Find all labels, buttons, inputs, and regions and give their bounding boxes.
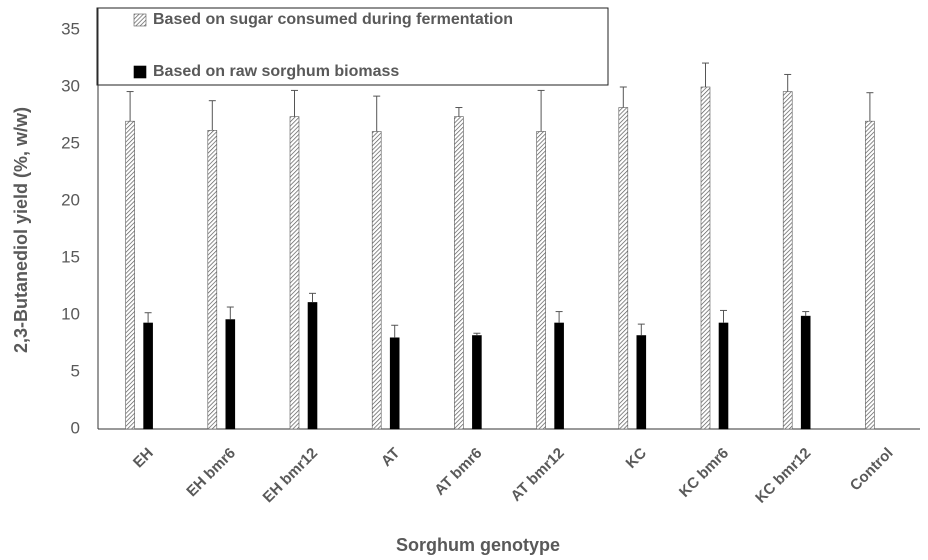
bar [389, 337, 400, 430]
bar [554, 322, 564, 430]
bar [225, 319, 236, 430]
y-tick-label: 5 [71, 361, 80, 380]
legend-box [96, 7, 609, 86]
bar [636, 335, 647, 430]
y-tick-label: 20 [61, 190, 80, 209]
bar [782, 91, 793, 430]
x-tick-label: EH [130, 445, 157, 472]
legend-swatch [133, 13, 147, 27]
y-tick-label: 30 [61, 76, 80, 95]
legend-label: Based on sugar consumed during fermentat… [153, 11, 513, 28]
x-tick-label: KC [623, 445, 650, 472]
x-tick-label: EH bmr6 [183, 445, 239, 501]
bar [143, 322, 153, 430]
bar [700, 86, 711, 430]
legend-label: Based on raw sorghum biomass [153, 63, 399, 80]
bar [454, 116, 464, 430]
y-tick-label: 35 [61, 19, 80, 38]
bar [125, 120, 135, 430]
bar [865, 120, 875, 430]
x-tick-label: Control [847, 445, 897, 495]
bar [536, 131, 546, 430]
bar [207, 130, 218, 430]
x-tick-label: AT bmr12 [508, 445, 568, 505]
x-tick-label: AT [378, 445, 403, 470]
y-axis-label: 2,3-Butanediol yield (%, w/w) [11, 107, 31, 353]
y-tick-label: 15 [61, 247, 80, 266]
y-tick-label: 0 [71, 418, 80, 437]
bar [800, 315, 811, 430]
bar [307, 302, 318, 430]
bar [289, 116, 300, 430]
x-tick-label: EH bmr12 [260, 445, 322, 507]
x-tick-label: KC bmr12 [752, 445, 814, 507]
x-axis-label: Sorghum genotype [396, 535, 560, 555]
bar [371, 131, 382, 430]
x-tick-label: KC bmr6 [676, 445, 732, 501]
legend-swatch [133, 65, 147, 79]
bar [718, 322, 729, 430]
y-tick-label: 10 [61, 304, 80, 323]
bar [472, 335, 482, 430]
y-tick-label: 25 [61, 133, 80, 152]
x-tick-label: AT bmr6 [431, 445, 485, 499]
bar [618, 107, 629, 430]
